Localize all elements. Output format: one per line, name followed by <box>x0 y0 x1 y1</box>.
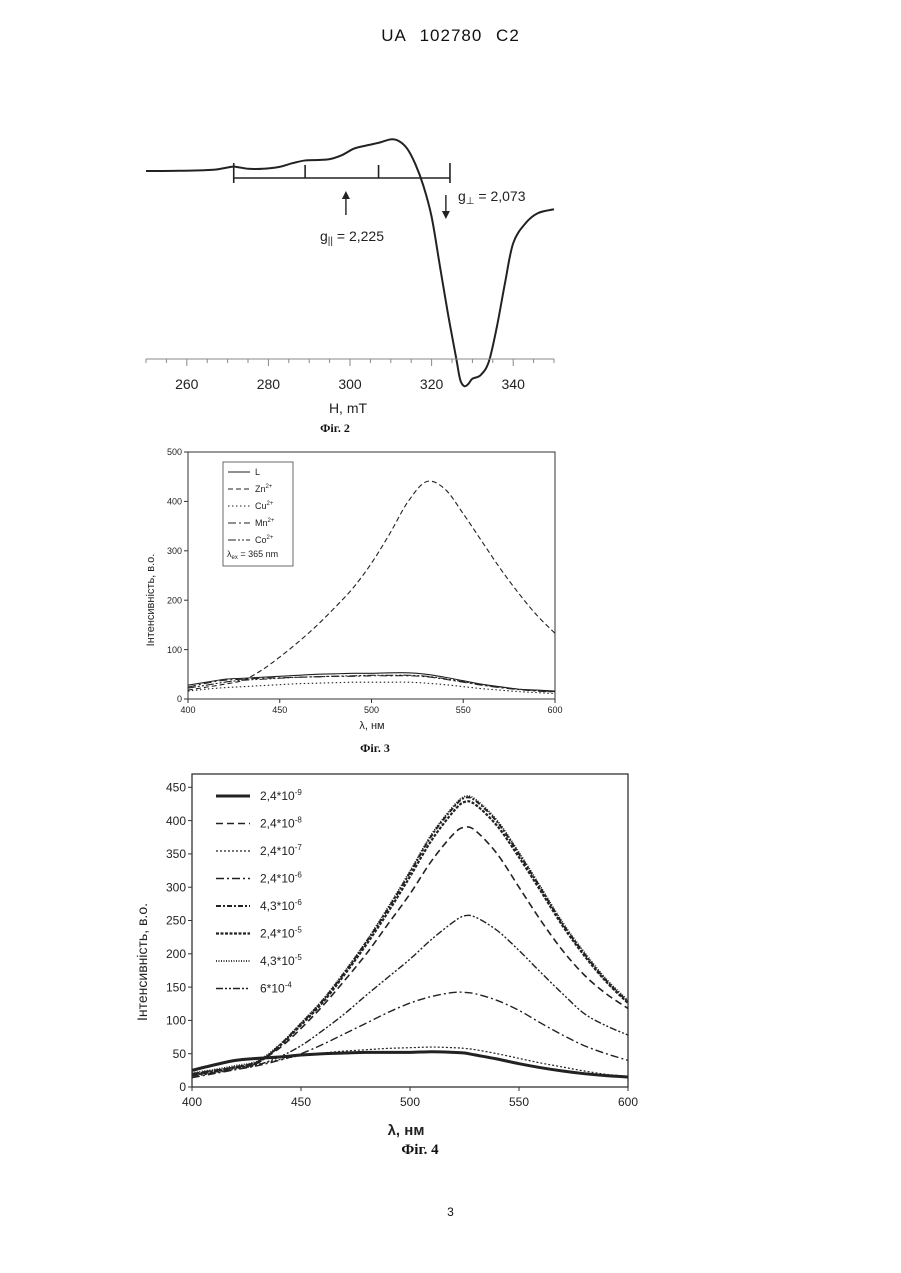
fig4-x-tick-label: 450 <box>291 1095 311 1109</box>
fig3-x-tick-label: 600 <box>547 705 562 715</box>
fig4-legend-label: 2,4*10-9 <box>260 788 302 803</box>
fig4-legend-label: 4,3*10-5 <box>260 953 302 968</box>
fig4-y-tick-label: 450 <box>166 781 186 795</box>
g-parallel-arrowhead <box>342 191 350 199</box>
fig2-x-tick-label: 260 <box>175 376 199 392</box>
g-perp-arrowhead <box>442 211 450 219</box>
fig3-xlabel: λ, нм <box>359 720 384 732</box>
fig2-x-tick-label: 340 <box>502 376 526 392</box>
fig3-x-tick-label: 450 <box>272 705 287 715</box>
fig3-y-tick-label: 100 <box>167 645 182 655</box>
fig4-ylabel: Інтенсивність, в.о. <box>134 903 150 1021</box>
fig4-y-tick-label: 300 <box>166 880 186 894</box>
fig4-series-line <box>192 801 628 1074</box>
fig4-y-tick-label: 400 <box>166 814 186 828</box>
fig4-x-tick-label: 400 <box>182 1095 202 1109</box>
fig4-y-tick-label: 100 <box>166 1014 186 1028</box>
fig4-series-line <box>192 1052 628 1077</box>
g-parallel-label: g|| = 2,225 <box>320 228 384 247</box>
fig4-x-tick-label: 500 <box>400 1095 420 1109</box>
fig4-y-tick-label: 200 <box>166 947 186 961</box>
fig4-y-tick-label: 250 <box>166 914 186 928</box>
fig4-plot-frame <box>192 774 628 1087</box>
fig2-x-tick-label: 300 <box>338 376 362 392</box>
fig4-luminescence-chart: 400 450 500 550 600 0 50 100 150 200 250 300 350 400 4… <box>125 762 655 1147</box>
fig3-x-tick-label: 550 <box>456 705 471 715</box>
fig4-series-line <box>192 796 628 1073</box>
fig2-caption: Фіг. 2 <box>300 421 370 436</box>
fig4-y-tick-label: 0 <box>179 1080 186 1094</box>
fig3-caption: Фіг. 3 <box>335 741 415 756</box>
page-number: 3 <box>0 1205 901 1219</box>
fig2-xlabel: H, mT <box>329 400 368 416</box>
fig4-y-tick-label: 50 <box>173 1047 187 1061</box>
fig2-x-tick-label: 320 <box>420 376 444 392</box>
fig4-xlabel: λ, нм <box>388 1122 425 1139</box>
fig3-y-tick-label: 400 <box>167 497 182 507</box>
fig4-x-tick-label: 600 <box>618 1095 638 1109</box>
document-header: UA 102780 C2 <box>0 26 901 46</box>
fig4-legend-label: 2,4*10-7 <box>260 843 302 858</box>
fig4-legend-label: 2,4*10-6 <box>260 871 302 886</box>
epr-spectrum-line <box>146 139 554 386</box>
fig3-series-line <box>188 682 555 693</box>
fig4-caption: Фіг. 4 <box>370 1142 470 1159</box>
fig4-y-tick-label: 150 <box>166 980 186 994</box>
fig3-y-tick-label: 500 <box>167 447 182 457</box>
fig4-y-tick-label: 350 <box>166 847 186 861</box>
fig3-series-line <box>188 675 555 691</box>
fig3-x-tick-label: 400 <box>180 705 195 715</box>
fig4-x-tick-label: 550 <box>509 1095 529 1109</box>
fig4-series-line <box>192 797 628 1075</box>
fig3-legend-label: L <box>255 467 260 477</box>
fig3-ylabel: Інтенсивність, в.о. <box>145 554 157 647</box>
fig3-x-tick-label: 500 <box>364 705 379 715</box>
fig2-epr-spectrum: 260 280 300 320 340 H, mT g|| = 2,225 g⊥ = 2… <box>130 95 570 425</box>
fig4-legend-label: 6*10-4 <box>260 981 292 996</box>
fig3-y-tick-label: 300 <box>167 546 182 556</box>
fig2-x-tick-label: 280 <box>257 376 281 392</box>
fig4-legend-label: 2,4*10-5 <box>260 926 302 941</box>
fig4-series-line <box>192 992 628 1078</box>
g-perp-label: g⊥ = 2,073 <box>458 188 526 207</box>
fig3-y-tick-label: 200 <box>167 595 182 605</box>
fig4-series-line <box>192 827 628 1074</box>
fig4-legend-label: 2,4*10-8 <box>260 816 302 831</box>
fig4-legend-label: 4,3*10-6 <box>260 898 302 913</box>
fig3-y-tick-label: 0 <box>177 694 182 704</box>
fig3-luminescence-chart: 4004505005506000100200300400500 LZn2+Cu2… <box>135 440 565 740</box>
